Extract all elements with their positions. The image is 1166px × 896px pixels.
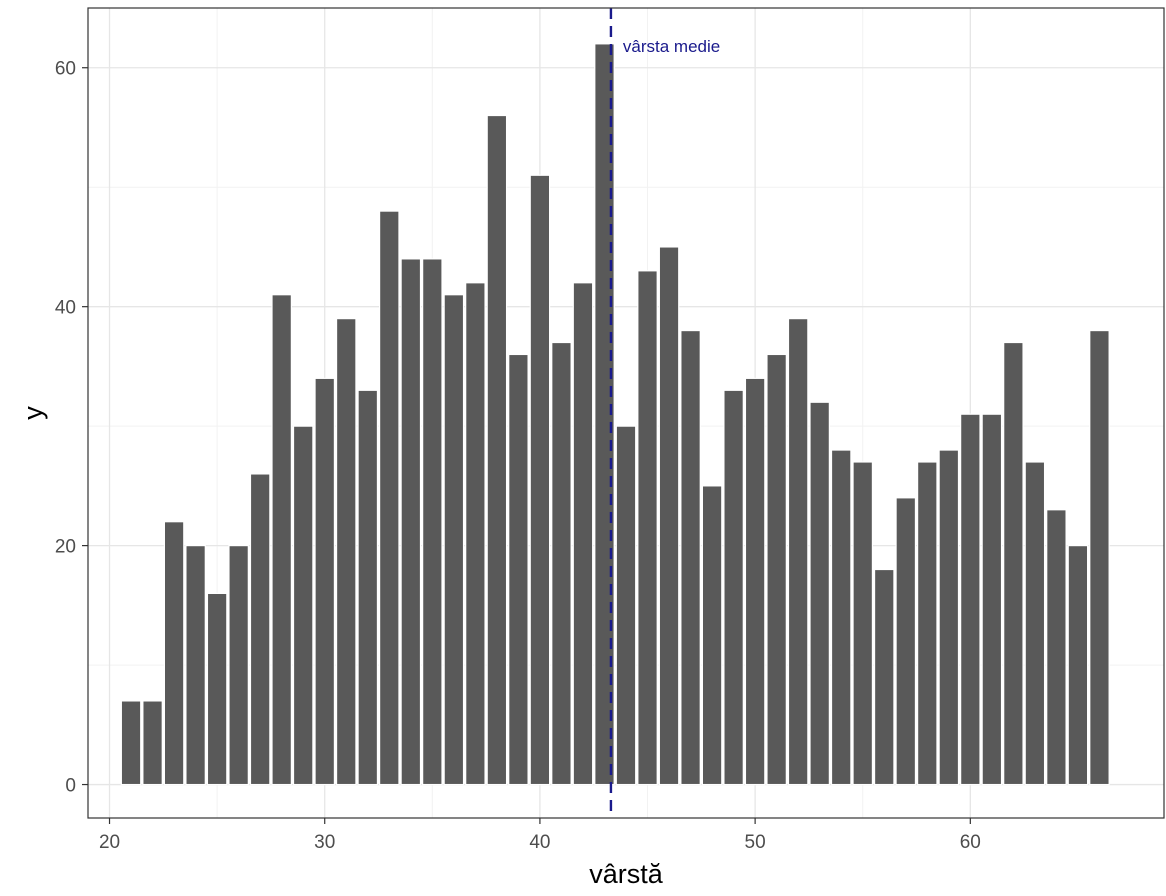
bar — [486, 114, 508, 786]
bar — [658, 246, 680, 786]
bar — [335, 318, 357, 786]
x-tick-label: 50 — [745, 832, 766, 853]
bar — [551, 341, 572, 786]
bar — [938, 449, 960, 786]
x-axis-title: vârstă — [589, 859, 664, 889]
bar — [723, 389, 744, 786]
bar — [206, 592, 228, 786]
y-tick-label: 60 — [55, 59, 76, 80]
bar — [314, 377, 336, 786]
bar — [1046, 509, 1067, 786]
bar — [292, 425, 314, 786]
bar — [852, 461, 874, 786]
bar — [744, 377, 766, 786]
x-tick-label: 60 — [960, 832, 981, 853]
bar — [508, 353, 529, 786]
bar — [873, 568, 895, 786]
bar — [1067, 545, 1089, 786]
bar — [916, 461, 938, 786]
bar — [422, 258, 443, 786]
bar — [981, 413, 1003, 786]
x-axis-ticks: 20 30 40 50 60 — [99, 818, 981, 853]
bar — [766, 353, 787, 786]
bar — [960, 413, 981, 786]
bar — [163, 521, 185, 786]
y-tick-label: 0 — [65, 776, 76, 797]
x-tick-label: 40 — [529, 832, 550, 853]
bar — [379, 210, 400, 786]
mean-line-label: vârsta medie — [623, 37, 720, 56]
bar — [142, 700, 163, 786]
bar — [637, 270, 658, 786]
bar — [680, 329, 701, 786]
bar — [594, 43, 615, 786]
bar — [443, 294, 465, 786]
bar — [1024, 461, 1046, 786]
y-tick-label: 20 — [55, 537, 76, 558]
x-tick-label: 30 — [314, 832, 335, 853]
bar — [572, 282, 594, 786]
bar — [615, 425, 637, 786]
bar — [1089, 329, 1110, 786]
bar — [228, 545, 249, 786]
bar — [529, 174, 551, 786]
bar — [895, 497, 917, 786]
bar — [701, 485, 723, 786]
y-axis-title: y — [18, 406, 48, 420]
bar — [120, 700, 142, 786]
bar — [271, 294, 292, 786]
bar — [1003, 341, 1024, 786]
bar — [465, 282, 486, 786]
bar — [830, 449, 852, 786]
bar — [787, 318, 809, 786]
bars — [120, 43, 1110, 786]
y-tick-label: 40 — [55, 298, 76, 319]
mean-line-group: vârsta medie — [609, 8, 720, 818]
bar — [357, 389, 379, 786]
bar — [400, 258, 422, 786]
x-tick-label: 20 — [99, 832, 120, 853]
plot-border — [87, 7, 1165, 819]
bar — [249, 473, 271, 786]
bar — [809, 401, 830, 786]
y-axis-ticks: 0 20 40 60 — [55, 59, 88, 797]
bar — [185, 545, 206, 786]
